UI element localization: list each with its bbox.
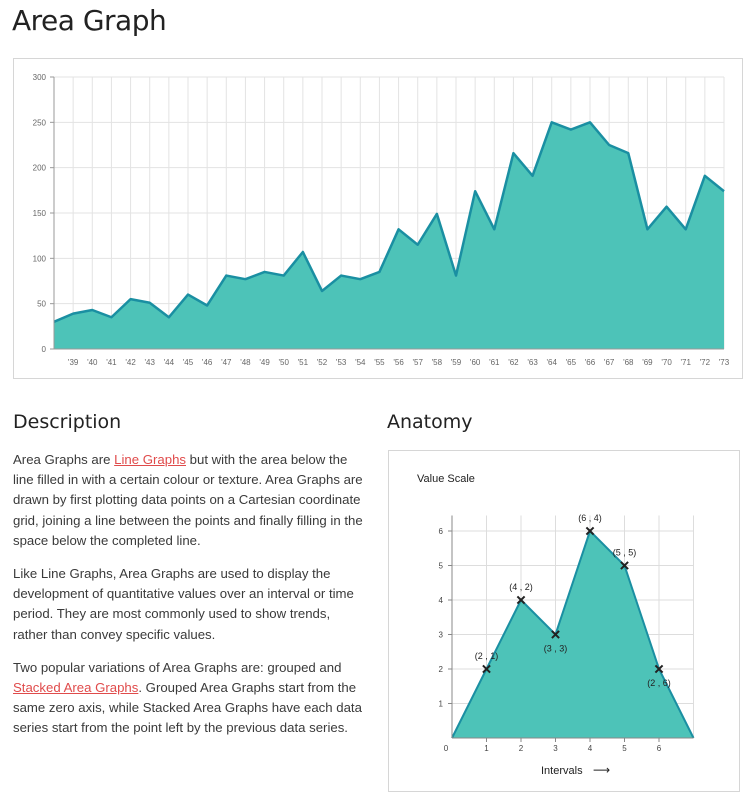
x-tick-label: 3 bbox=[553, 744, 558, 753]
x-tick-label: '71 bbox=[680, 358, 691, 367]
description-paragraph-3: Two popular variations of Area Graphs ar… bbox=[13, 658, 368, 739]
x-tick-label: '47 bbox=[221, 358, 232, 367]
x-tick-label: '50 bbox=[278, 358, 289, 367]
description-p1-text-b: but with the area below the line filled … bbox=[13, 452, 363, 548]
x-tick-label: '42 bbox=[125, 358, 136, 367]
x-tick-label: '39 bbox=[68, 358, 79, 367]
value-scale-label: Value Scale bbox=[417, 473, 475, 485]
x-tick-label: '73 bbox=[719, 358, 730, 367]
x-tick-label: '48 bbox=[240, 358, 251, 367]
description-p1-text-a: Area Graphs are bbox=[13, 452, 115, 467]
x-tick-label: '51 bbox=[298, 358, 309, 367]
data-point-marker bbox=[516, 595, 526, 605]
x-tick-label: '63 bbox=[527, 358, 538, 367]
anatomy-panel: Value Scale 1 2 3 4 5 6 0 1 2 3 4 5 6 (2 , 1) (4 , 2) (3… bbox=[388, 450, 740, 792]
data-point-label: (4 , 2) bbox=[509, 582, 533, 592]
data-point-label: (6 , 4) bbox=[578, 513, 602, 523]
y-tick-label: 3 bbox=[439, 631, 444, 640]
x-tick-label: '72 bbox=[700, 358, 711, 367]
y-tick-label: 150 bbox=[33, 209, 47, 218]
area-fill bbox=[54, 122, 724, 349]
x-tick-label: '62 bbox=[508, 358, 519, 367]
x-tick-label: 1 bbox=[484, 744, 489, 753]
y-tick-label: 250 bbox=[33, 118, 47, 127]
x-tick-label: '52 bbox=[317, 358, 328, 367]
description-heading: Description bbox=[13, 411, 122, 433]
area-chart-panel: 0 50 100 150 200 250 300 '39 '40 '41 '42 '43 '44 '45 '… bbox=[13, 58, 743, 379]
x-tick-label: '54 bbox=[355, 358, 366, 367]
y-tick-label: 2 bbox=[439, 665, 444, 674]
x-tick-label: '60 bbox=[470, 358, 481, 367]
x-tick-label: 0 bbox=[444, 744, 449, 753]
x-tick-label: 2 bbox=[519, 744, 524, 753]
y-tick-label: 5 bbox=[439, 562, 444, 571]
x-tick-label: '44 bbox=[164, 358, 175, 367]
x-tick-label: '40 bbox=[87, 358, 98, 367]
x-tick-label: '49 bbox=[259, 358, 270, 367]
x-tick-label: '56 bbox=[393, 358, 404, 367]
anatomy-area-line bbox=[451, 529, 695, 739]
y-tick-label: 4 bbox=[439, 596, 444, 605]
stacked-area-graphs-link[interactable]: Stacked Area Graphs bbox=[13, 680, 139, 696]
x-tick-label: '67 bbox=[604, 358, 615, 367]
y-tick-label: 200 bbox=[33, 164, 47, 173]
description-paragraph-2: Like Line Graphs, Area Graphs are used t… bbox=[13, 566, 354, 642]
description-p3-text-b: . Grouped Area Graphs start from the sam… bbox=[13, 680, 362, 736]
x-tick-label: 4 bbox=[588, 744, 593, 753]
x-tick-label: '66 bbox=[585, 358, 596, 367]
intervals-label: Intervals bbox=[541, 765, 583, 777]
x-tick-label: 5 bbox=[622, 744, 627, 753]
x-tick-label: '55 bbox=[374, 358, 385, 367]
x-tick-label: '58 bbox=[432, 358, 443, 367]
x-tick-label: '61 bbox=[489, 358, 500, 367]
x-tick-label: '64 bbox=[546, 358, 557, 367]
x-tick-label: '53 bbox=[336, 358, 347, 367]
line-graphs-link[interactable]: Line Graphs bbox=[114, 452, 186, 467]
x-tick-label: '59 bbox=[451, 358, 462, 367]
y-tick-label: 100 bbox=[33, 254, 47, 263]
x-tick-label: '65 bbox=[566, 358, 577, 367]
x-tick-label: '43 bbox=[144, 358, 155, 367]
data-point-marker bbox=[551, 630, 560, 639]
data-point-marker bbox=[482, 664, 491, 674]
area-line bbox=[53, 121, 725, 323]
area-chart: 0 50 100 150 200 250 300 '39 '40 '41 '42 '43 '44 '45 '… bbox=[33, 73, 730, 367]
data-point-marker bbox=[585, 526, 595, 536]
data-point-label: (2 , 6) bbox=[647, 678, 671, 688]
description-p3-text-a: Two popular variations of Area Graphs ar… bbox=[13, 659, 342, 675]
y-tick-label: 6 bbox=[439, 527, 444, 536]
x-tick-label: '45 bbox=[183, 358, 194, 367]
description-text: Area Graphs are Line Graphs but with the… bbox=[13, 450, 368, 752]
x-tick-label: '41 bbox=[106, 358, 117, 367]
page-title: Area Graph bbox=[12, 4, 167, 37]
data-point-label: (5 , 5) bbox=[613, 548, 637, 558]
data-point-label: (3 , 3) bbox=[544, 644, 568, 654]
x-tick-label: '68 bbox=[623, 358, 634, 367]
anatomy-area-fill bbox=[452, 531, 694, 738]
x-tick-label: 6 bbox=[657, 744, 662, 753]
data-point-marker bbox=[620, 561, 629, 570]
data-point-label: (2 , 1) bbox=[475, 651, 499, 661]
x-tick-label: '70 bbox=[661, 358, 672, 367]
x-tick-label: '46 bbox=[202, 358, 213, 367]
y-tick-label: 50 bbox=[37, 300, 46, 309]
y-tick-label: 0 bbox=[42, 345, 47, 354]
y-tick-label: 1 bbox=[439, 700, 444, 709]
data-point-marker bbox=[654, 664, 664, 674]
anatomy-heading: Anatomy bbox=[387, 411, 473, 433]
intervals-arrow: ⟶ bbox=[593, 763, 610, 777]
anatomy-diagram: Value Scale 1 2 3 4 5 6 0 1 2 3 4 5 6 (2 , 1) (4 , 2) (3… bbox=[417, 473, 695, 777]
x-tick-label: '69 bbox=[642, 358, 653, 367]
x-tick-label: '57 bbox=[412, 358, 423, 367]
description-paragraph-1: Area Graphs are Line Graphs but with the… bbox=[13, 450, 368, 551]
y-tick-label: 300 bbox=[33, 73, 47, 82]
